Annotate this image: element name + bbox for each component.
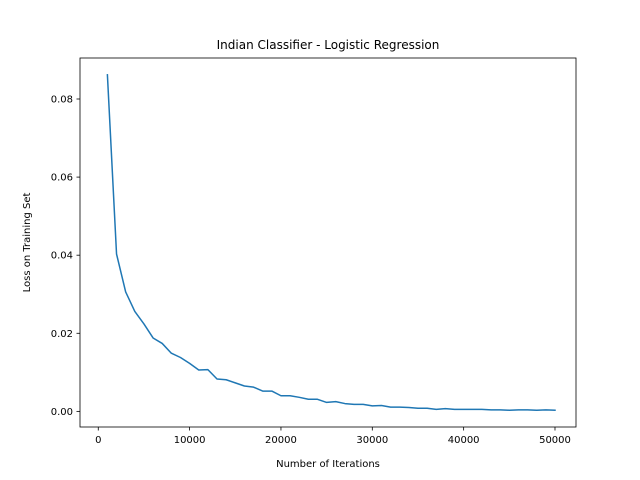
- series-layer: [106, 74, 556, 411]
- x-axis: 0 10000 20000 30000 40000 50000: [95, 427, 571, 446]
- x-tick-label: 30000: [356, 435, 388, 446]
- x-axis-label: Number of Iterations: [276, 459, 380, 470]
- x-tick-label: 40000: [448, 435, 480, 446]
- y-tick-label: 0.08: [51, 95, 73, 106]
- x-tick-label: 50000: [539, 435, 571, 446]
- x-tick-label: 0: [95, 435, 101, 446]
- chart-title: Indian Classifier - Logistic Regression: [217, 38, 440, 52]
- y-tick-label: 0.04: [51, 251, 73, 262]
- plot-frame: [79, 57, 577, 428]
- loss-series-line: [106, 74, 556, 411]
- y-tick-label: 0.00: [51, 407, 73, 418]
- y-tick-label: 0.06: [51, 173, 73, 184]
- x-tick-label: 20000: [265, 435, 297, 446]
- y-axis: 0.00 0.02 0.04 0.06 0.08: [51, 95, 80, 418]
- plot-area: 0 10000 20000 30000 40000 50000 0.000.020.040…: [51, 57, 577, 446]
- y-tick-label: 0.02: [51, 329, 73, 340]
- y-axis-label: Loss on Training Set: [22, 193, 33, 293]
- x-tick-label: 10000: [174, 435, 206, 446]
